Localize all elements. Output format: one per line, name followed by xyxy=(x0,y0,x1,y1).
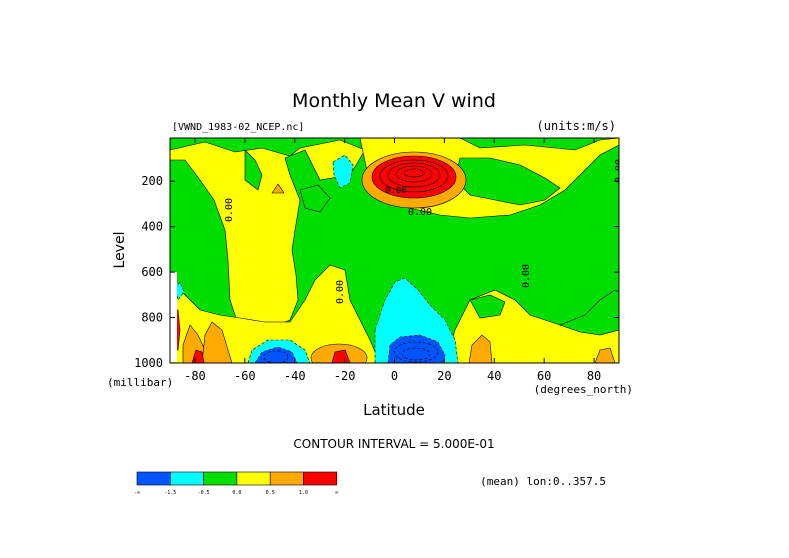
chart-title: Monthly Mean V wind xyxy=(292,90,496,112)
contour-labels: 0.00 0.00 0.00 0.00 0.00 0.00 xyxy=(224,159,625,304)
colorbar-swatch xyxy=(303,471,338,486)
x-axis: -80 -60 -40 -20 0 20 40 60 80 xyxy=(184,138,601,383)
x-tick-label: -40 xyxy=(284,369,306,383)
y-tick-label: 200 xyxy=(141,174,163,188)
y-axis-title: Level xyxy=(112,232,128,269)
contour-label: 0.00 xyxy=(408,207,432,218)
contour-label: 0.00 xyxy=(521,264,532,288)
colorbar-swatch xyxy=(170,471,204,486)
colorbar-swatch xyxy=(136,471,171,486)
colorbar-label: 0.5 xyxy=(266,490,275,496)
x-tick-label: 40 xyxy=(487,369,501,383)
colorbar-label: -0.5 xyxy=(198,490,210,496)
y-axis-units: (millibar) xyxy=(107,376,173,389)
x-tick-label: -60 xyxy=(234,369,256,383)
x-tick-label: 60 xyxy=(537,369,551,383)
mean-lon-label: (mean) lon:0..357.5 xyxy=(480,475,606,488)
contour-label: 0.00 xyxy=(335,280,346,304)
y-tick-label: 400 xyxy=(141,220,163,234)
x-tick-label: 20 xyxy=(437,369,451,383)
contour-label: 0.00 xyxy=(224,198,235,222)
contour-interval-label: CONTOUR INTERVAL = 5.000E-01 xyxy=(293,437,494,451)
dataset-label: [VWND_1983-02_NCEP.nc] xyxy=(172,122,304,133)
x-tick-label: -80 xyxy=(184,369,206,383)
x-tick-label: 0 xyxy=(391,369,398,383)
colorbar-swatch xyxy=(236,471,271,486)
missing-data-strip xyxy=(170,272,177,362)
x-axis-title: Latitude xyxy=(363,401,425,419)
contour-lines xyxy=(263,159,449,363)
y-tick-label: 800 xyxy=(141,311,163,325)
colorbar-legend: -∞ -1.5 -0.5 0.0 0.5 1.0 ∞ xyxy=(134,471,338,496)
x-axis-units: (degrees_north) xyxy=(534,383,633,396)
y-tick-label: 1000 xyxy=(134,356,163,370)
colorbar-label: 1.0 xyxy=(299,490,308,496)
y-axis: 200 400 600 800 1000 xyxy=(134,174,619,370)
y-tick-label: 600 xyxy=(141,265,163,279)
contour-fill-blue xyxy=(254,334,446,363)
colorbar-label: -1.5 xyxy=(164,490,176,496)
contour-label: 0.00 xyxy=(614,159,625,183)
x-tick-label: 80 xyxy=(587,369,601,383)
x-tick-label: -20 xyxy=(334,369,356,383)
colorbar-swatch xyxy=(269,471,304,486)
colorbar-label: ∞ xyxy=(335,490,338,496)
colorbar-swatch xyxy=(203,471,238,486)
contour-label: 0.00 xyxy=(385,186,407,196)
units-label: (units:m/s) xyxy=(537,119,616,133)
colorbar-label: -∞ xyxy=(134,490,140,496)
colorbar-label: 0.0 xyxy=(232,490,241,496)
plot-area: 0.00 0.00 0.00 0.00 0.00 0.00 xyxy=(170,138,625,363)
